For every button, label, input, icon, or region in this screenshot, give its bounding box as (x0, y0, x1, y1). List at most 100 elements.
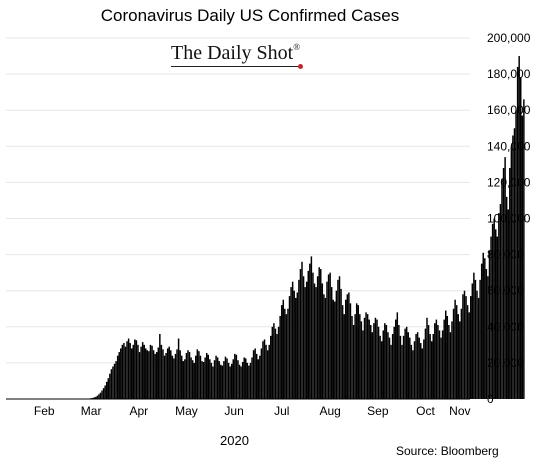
x-tick-label: May (175, 404, 198, 418)
bar (170, 350, 172, 399)
bar (373, 323, 375, 399)
bar (184, 359, 186, 399)
bar (329, 272, 331, 399)
bar (248, 365, 250, 399)
bar (266, 350, 269, 399)
bar (512, 135, 514, 399)
bar (434, 323, 436, 399)
bar (245, 358, 247, 399)
bar (323, 294, 325, 399)
bar (165, 352, 167, 399)
bar (320, 269, 322, 399)
bar (365, 312, 367, 399)
bar (241, 361, 244, 399)
bar (413, 341, 416, 399)
bar (145, 348, 147, 399)
bar (198, 351, 200, 399)
bar (446, 315, 449, 399)
bar (280, 305, 283, 399)
bar (157, 347, 160, 399)
bar (337, 279, 339, 399)
bar (176, 349, 178, 399)
bar (190, 357, 192, 399)
bar (438, 330, 441, 399)
bar (295, 297, 297, 399)
chart-title: Coronavirus Daily US Confirmed Cases (100, 6, 400, 25)
bar (449, 332, 452, 399)
y-tick-label: 80,000 (487, 248, 524, 262)
bar (382, 330, 384, 399)
bar (154, 353, 156, 399)
bar (109, 373, 111, 399)
bar (480, 263, 483, 399)
bar (271, 326, 274, 399)
bar (315, 287, 317, 399)
bar (134, 339, 136, 399)
bar (368, 319, 370, 399)
bar (257, 359, 260, 399)
bar (229, 366, 231, 399)
bar (162, 349, 164, 399)
bar (388, 337, 391, 399)
bar (445, 310, 447, 399)
bar (95, 396, 97, 399)
bar (299, 269, 302, 399)
bar (516, 66, 519, 399)
y-tick-label: 120,000 (487, 175, 531, 189)
bar (293, 290, 295, 399)
brand-watermark: The Daily Shot® (171, 42, 300, 65)
brand-text: The Daily Shot (171, 42, 294, 64)
bar (232, 359, 235, 399)
bar (385, 324, 388, 399)
bar (371, 332, 374, 399)
bar (268, 344, 270, 399)
bar (223, 361, 225, 399)
bar (173, 358, 175, 399)
bar (277, 326, 280, 399)
bar (215, 355, 217, 399)
bar (501, 178, 503, 399)
bar (235, 354, 238, 399)
bar (274, 328, 277, 399)
bar (240, 366, 242, 399)
bar (332, 299, 335, 399)
bar (513, 128, 516, 399)
bar (246, 362, 249, 399)
bar (346, 294, 349, 399)
y-tick-label: 100,000 (487, 212, 531, 226)
bar (260, 348, 263, 399)
bar (123, 343, 125, 399)
bar (404, 328, 406, 399)
bar (318, 267, 320, 399)
bar (409, 337, 411, 399)
bar (477, 297, 480, 399)
bar (273, 323, 275, 399)
bar (310, 256, 313, 399)
bar (321, 283, 324, 399)
bar (416, 332, 419, 399)
bar (187, 350, 189, 399)
bar (423, 339, 425, 399)
brand-dot (298, 64, 303, 69)
bar (374, 317, 377, 399)
bar (234, 353, 236, 399)
bar (226, 358, 228, 399)
bar (105, 381, 108, 399)
bar (124, 346, 127, 399)
bar (155, 352, 158, 399)
bar (140, 346, 142, 399)
bar (357, 305, 359, 399)
bar (470, 296, 472, 399)
x-tick-label: Jul (274, 404, 289, 418)
bar (252, 350, 255, 399)
bar (466, 305, 469, 399)
bar (440, 337, 442, 399)
bar (201, 361, 203, 399)
bar (132, 344, 135, 399)
bar (148, 351, 150, 399)
bar (498, 213, 500, 399)
bar (430, 341, 433, 399)
bar (390, 344, 392, 399)
bar (393, 326, 395, 399)
